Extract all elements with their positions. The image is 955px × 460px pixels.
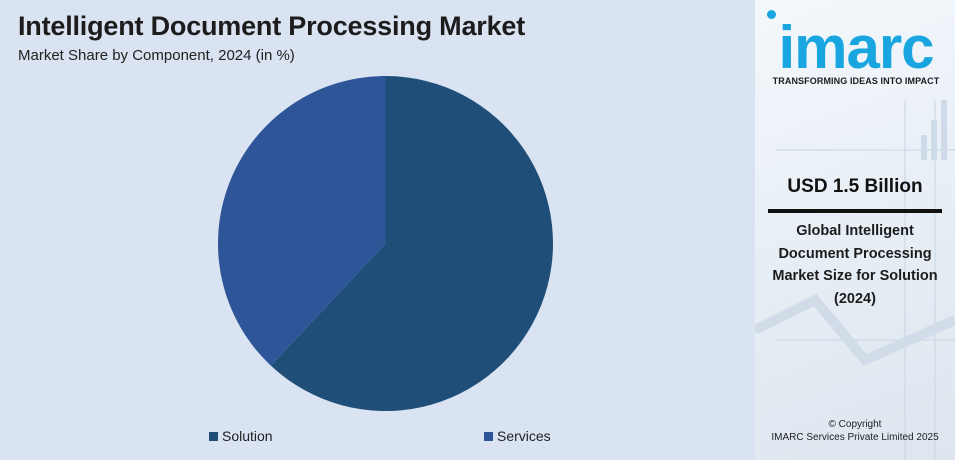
legend-swatch-solution bbox=[209, 431, 218, 441]
chart-title: Intelligent Document Processing Market bbox=[18, 11, 526, 41]
legend-swatch-services bbox=[484, 431, 493, 441]
legend-label-services: Services bbox=[497, 428, 551, 444]
pie-slice-services bbox=[218, 75, 386, 366]
chart-subtitle: Market Share by Component, 2024 (in %) bbox=[18, 47, 295, 64]
pie-slice-solution bbox=[270, 76, 553, 411]
logo-tagline: TRANSFORMING IDEAS INTO IMPACT bbox=[772, 76, 940, 86]
background-graph-decoration bbox=[755, 100, 955, 460]
market-size-value: USD 1.5 Billion bbox=[787, 176, 923, 197]
legend-item-solution: Solution bbox=[209, 428, 273, 444]
divider-rule bbox=[768, 209, 942, 213]
imarc-logo: imarc bbox=[778, 14, 934, 81]
copyright-line-1: © Copyright bbox=[828, 419, 882, 430]
copyright-line-2: IMARC Services Private Limited 2025 bbox=[771, 432, 939, 443]
legend-label-solution: Solution bbox=[222, 428, 273, 444]
market-size-description: Global Intelligent Document Processing M… bbox=[772, 223, 938, 307]
logo-dot bbox=[767, 10, 776, 19]
pie-chart bbox=[218, 75, 553, 411]
copyright: © Copyright IMARC Services Private Limit… bbox=[755, 418, 955, 444]
legend-item-services: Services bbox=[484, 428, 551, 444]
chart-panel: Intelligent Document Processing Market M… bbox=[18, 11, 553, 444]
info-panel: imarc TRANSFORMING IDEAS INTO IMPACT USD… bbox=[755, 0, 955, 460]
